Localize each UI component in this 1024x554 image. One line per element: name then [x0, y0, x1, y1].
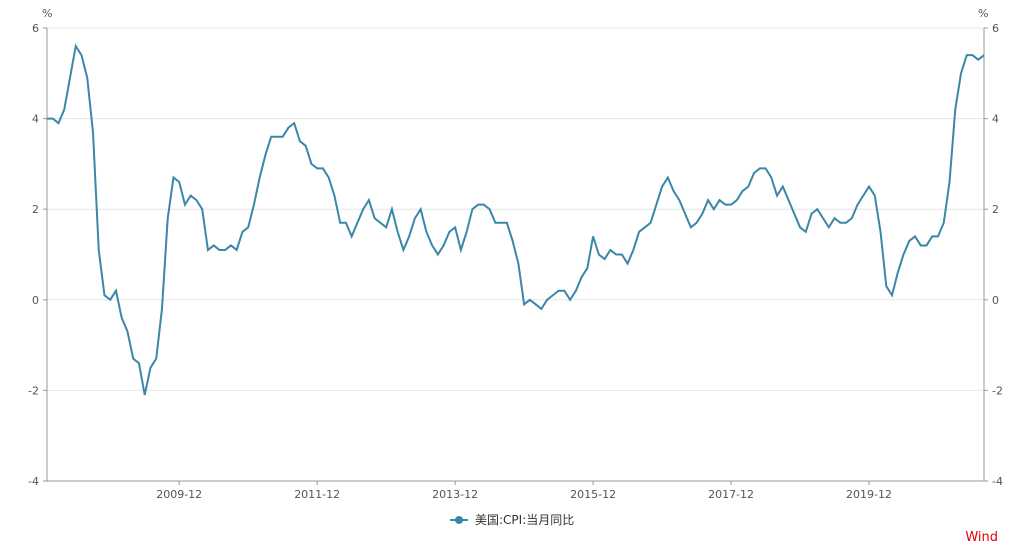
x-axis-ticks: 2009-12 2011-12 2013-12 2015-12 2017-12 2019-…: [156, 488, 892, 501]
right-tick-label: -2: [992, 384, 1003, 397]
x-tick-label: 2011-12: [294, 488, 340, 501]
x-tick-label: 2019-12: [846, 488, 892, 501]
left-tick-label: -4: [28, 475, 39, 488]
left-tick-label: 4: [32, 113, 39, 126]
gridlines: [47, 27, 984, 391]
right-y-axis-ticks: -4 -2 0 2 4 6: [992, 22, 1003, 488]
right-tick-label: 2: [992, 203, 999, 216]
left-tick-label: -2: [28, 384, 39, 397]
left-axis-unit-label: %: [42, 7, 52, 20]
watermark-text: Wind: [965, 530, 998, 545]
left-y-axis-ticks: -4 -2 0 2 4 6: [28, 22, 39, 488]
left-tick-label: 2: [32, 203, 39, 216]
x-tick-label: 2013-12: [432, 488, 478, 501]
legend[interactable]: 美国:CPI:当月同比: [450, 513, 574, 527]
left-tick-label: 6: [32, 22, 39, 35]
legend-label: 美国:CPI:当月同比: [475, 513, 574, 527]
x-tick-label: 2009-12: [156, 488, 202, 501]
legend-dot-icon: [455, 516, 463, 524]
right-axis-unit-label: %: [978, 7, 988, 20]
right-tick-label: 6: [992, 22, 999, 35]
x-tick-label: 2017-12: [708, 488, 754, 501]
axes: [43, 27, 988, 485]
x-tick-label: 2015-12: [570, 488, 616, 501]
right-tick-label: 4: [992, 113, 999, 126]
right-tick-label: -4: [992, 475, 1003, 488]
right-tick-label: 0: [992, 294, 999, 307]
series-line-cpi-yoy: [47, 43, 985, 396]
left-tick-label: 0: [32, 294, 39, 307]
